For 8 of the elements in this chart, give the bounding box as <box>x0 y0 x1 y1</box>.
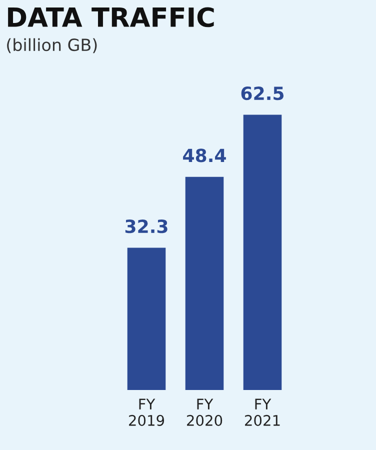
data-label: 48.4 <box>183 148 226 162</box>
x-tick-label: FY 2021 <box>245 398 280 426</box>
x-tick-label: FY 2020 <box>187 398 222 426</box>
data-label: 62.5 <box>241 86 284 100</box>
chart-title: DATA TRAFFIC <box>8 7 214 28</box>
chart-subtitle: (billion GB) <box>7 38 97 54</box>
data-label: 32.3 <box>125 219 168 234</box>
x-tick-label: FY 2019 <box>129 398 164 426</box>
